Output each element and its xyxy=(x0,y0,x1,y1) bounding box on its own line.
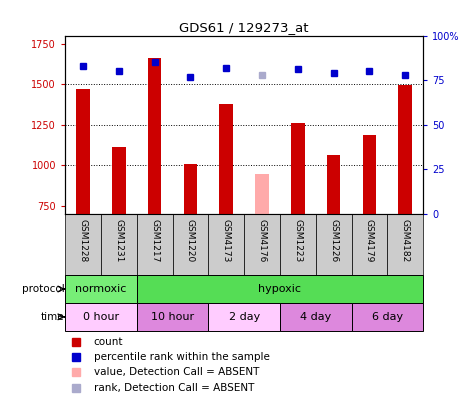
Text: GSM4173: GSM4173 xyxy=(222,219,231,262)
Bar xyxy=(387,214,423,275)
Bar xyxy=(208,303,280,331)
Text: 2 day: 2 day xyxy=(228,312,260,322)
Bar xyxy=(208,214,244,275)
Bar xyxy=(399,85,412,214)
Bar xyxy=(327,155,340,214)
Bar xyxy=(244,214,280,275)
Text: GSM1228: GSM1228 xyxy=(79,219,87,262)
Bar xyxy=(65,303,137,331)
Bar xyxy=(280,214,316,275)
Text: GSM1220: GSM1220 xyxy=(186,219,195,262)
Bar xyxy=(316,214,352,275)
Text: GSM4176: GSM4176 xyxy=(258,219,266,262)
Bar xyxy=(352,303,423,331)
Bar xyxy=(65,275,137,303)
Text: count: count xyxy=(94,337,123,347)
Text: normoxic: normoxic xyxy=(75,284,126,294)
Text: percentile rank within the sample: percentile rank within the sample xyxy=(94,352,270,362)
Bar xyxy=(76,89,90,214)
Bar xyxy=(363,135,376,214)
Text: GSM4179: GSM4179 xyxy=(365,219,374,262)
Title: GDS61 / 129273_at: GDS61 / 129273_at xyxy=(179,21,309,34)
Bar xyxy=(352,214,387,275)
Text: GSM1231: GSM1231 xyxy=(114,219,123,262)
Bar xyxy=(173,214,208,275)
Bar xyxy=(137,275,423,303)
Text: 0 hour: 0 hour xyxy=(83,312,119,322)
Bar xyxy=(280,303,352,331)
Text: GSM1223: GSM1223 xyxy=(293,219,302,262)
Bar xyxy=(219,104,233,214)
Text: hypoxic: hypoxic xyxy=(259,284,301,294)
Text: protocol: protocol xyxy=(22,284,64,294)
Text: 6 day: 6 day xyxy=(372,312,403,322)
Text: 4 day: 4 day xyxy=(300,312,332,322)
Text: 10 hour: 10 hour xyxy=(151,312,194,322)
Text: GSM1217: GSM1217 xyxy=(150,219,159,262)
Bar xyxy=(137,303,208,331)
Bar xyxy=(255,174,269,214)
Text: rank, Detection Call = ABSENT: rank, Detection Call = ABSENT xyxy=(94,383,254,393)
Text: GSM4182: GSM4182 xyxy=(401,219,410,262)
Bar xyxy=(184,164,197,214)
Bar xyxy=(291,123,305,214)
Bar xyxy=(137,214,173,275)
Bar xyxy=(148,58,161,214)
Bar xyxy=(101,214,137,275)
Text: GSM1226: GSM1226 xyxy=(329,219,338,262)
Bar xyxy=(65,214,101,275)
Text: value, Detection Call = ABSENT: value, Detection Call = ABSENT xyxy=(94,367,259,377)
Text: time: time xyxy=(41,312,64,322)
Bar xyxy=(112,147,126,214)
